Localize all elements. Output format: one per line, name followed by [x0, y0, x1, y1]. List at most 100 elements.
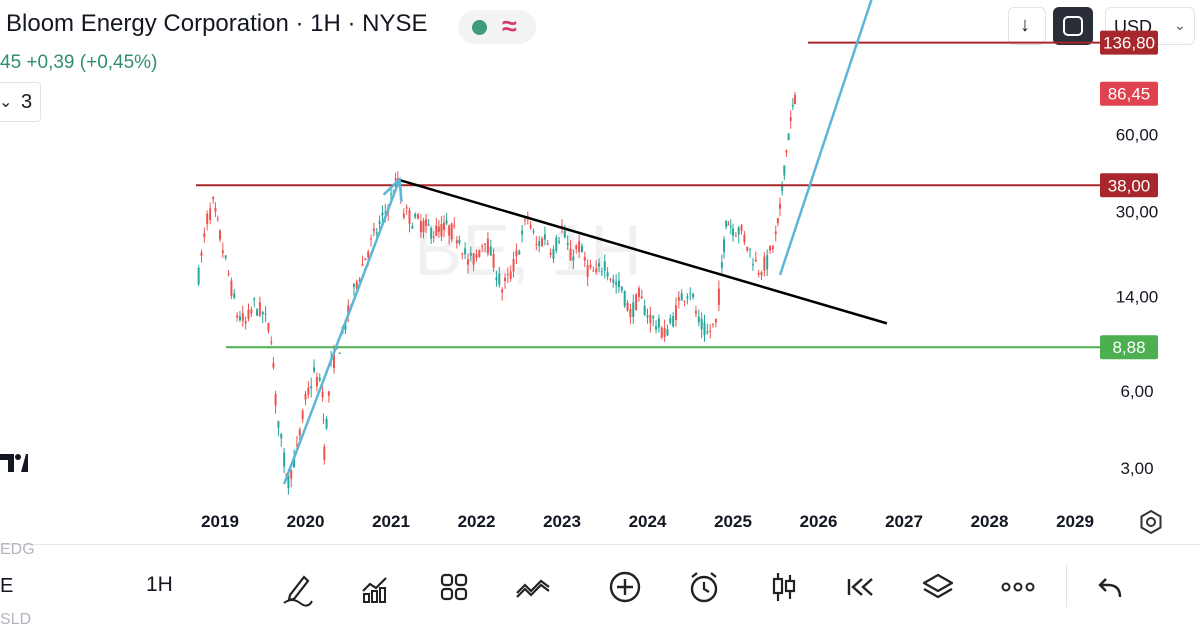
candle [233, 293, 236, 298]
replay-icon[interactable] [840, 567, 880, 607]
candle [402, 213, 405, 218]
settings-icon[interactable] [1137, 508, 1165, 536]
alarm-icon[interactable] [684, 567, 724, 607]
candle [422, 220, 425, 232]
candle [241, 313, 244, 321]
candle [287, 475, 290, 489]
candle [694, 311, 697, 314]
candle [586, 265, 589, 277]
indicator-count: 3 [21, 91, 33, 113]
ghost-label: SLD [0, 611, 32, 628]
status-pill[interactable]: ≈ [458, 10, 536, 44]
candle [405, 207, 408, 209]
candle [290, 470, 293, 479]
candle [569, 248, 572, 261]
x-tick-label: 2025 [714, 512, 752, 531]
candle [304, 393, 307, 400]
candle [390, 193, 392, 195]
candle [367, 251, 370, 258]
indicators-toggle[interactable]: ⌄ 3 [0, 82, 41, 122]
fullscreen-button[interactable] [1053, 7, 1093, 45]
compare-icon[interactable] [513, 567, 553, 607]
candle [327, 391, 330, 396]
candle [717, 288, 720, 306]
candle [732, 228, 734, 236]
indicators-icon[interactable] [355, 567, 395, 607]
candle [427, 224, 430, 226]
x-tick-label: 2023 [543, 512, 581, 531]
candle [623, 291, 626, 306]
candle [566, 242, 569, 245]
candle [253, 298, 256, 300]
candle [541, 238, 544, 246]
page-title[interactable]: Bloom Energy Corporation · 1H · NYSE [6, 10, 428, 37]
candle [740, 225, 743, 231]
candle [575, 245, 578, 249]
y-tick-label: 30,00 [1116, 203, 1159, 222]
candles-icon[interactable] [764, 567, 804, 607]
candle [509, 271, 512, 279]
candle [358, 279, 361, 282]
candle [697, 316, 700, 323]
price-label-box [1100, 30, 1158, 55]
candle [589, 264, 592, 268]
scroll-down-button[interactable]: ↓ [1008, 7, 1046, 45]
candle [793, 94, 796, 105]
candle [437, 226, 440, 232]
x-tick-label: 2022 [458, 512, 496, 531]
candle [655, 326, 658, 330]
candle [680, 293, 683, 301]
candle [295, 444, 298, 446]
candle [378, 221, 381, 224]
candle [322, 419, 325, 421]
layers-icon[interactable] [918, 567, 958, 607]
candle [771, 246, 774, 250]
draw-pencil-icon[interactable] [278, 567, 318, 607]
candle [267, 322, 270, 332]
candle [543, 234, 546, 240]
candle [381, 212, 384, 216]
candle [523, 219, 526, 221]
candle [445, 220, 448, 224]
candle [572, 256, 575, 261]
candle [652, 316, 655, 319]
candle [274, 393, 277, 406]
candle [578, 241, 581, 252]
chevron-down-icon: ⌄ [1174, 17, 1186, 33]
x-tick-label: 2028 [971, 512, 1009, 531]
candle [789, 117, 792, 121]
candle [552, 248, 555, 259]
y-tick-label: 60,00 [1116, 125, 1159, 144]
candle [318, 377, 321, 381]
candle [435, 225, 438, 236]
price-change: 45 +0,39 (+0,45%) [0, 52, 158, 73]
add-circle-icon[interactable] [605, 567, 645, 607]
candle [606, 272, 609, 277]
candle [515, 250, 518, 257]
candle [700, 318, 703, 330]
grid-apps-icon[interactable] [434, 567, 474, 607]
more-icon[interactable] [998, 567, 1038, 607]
candle [224, 255, 227, 259]
candle [458, 239, 461, 244]
candle [338, 352, 341, 354]
candle [283, 452, 286, 467]
candle [603, 261, 606, 271]
candle [355, 281, 358, 289]
x-tick-label: 2026 [800, 512, 838, 531]
candle [600, 271, 603, 273]
interval-button[interactable]: 1H [146, 573, 173, 596]
candle [209, 208, 212, 221]
candle [751, 264, 754, 266]
undo-icon[interactable] [1090, 567, 1130, 607]
candle [214, 207, 217, 212]
candle [495, 277, 498, 280]
candle [230, 280, 233, 297]
candle [538, 241, 541, 247]
candle [478, 250, 481, 257]
candle [776, 217, 779, 224]
candle [720, 262, 723, 268]
candle [498, 273, 501, 285]
candle [635, 294, 638, 311]
